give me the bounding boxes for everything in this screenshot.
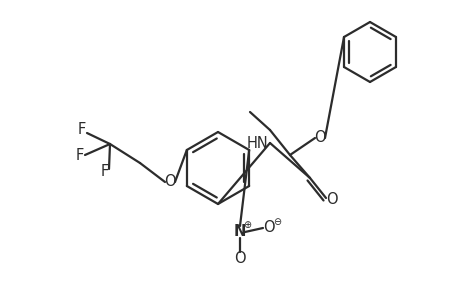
Text: F: F <box>76 148 84 163</box>
Text: F: F <box>78 122 86 137</box>
Text: O: O <box>313 130 325 146</box>
Text: ⊖: ⊖ <box>272 217 280 227</box>
Text: O: O <box>263 220 274 236</box>
Text: O: O <box>234 251 245 266</box>
Text: ⊕: ⊕ <box>242 220 251 230</box>
Text: N: N <box>233 224 246 239</box>
Text: F: F <box>101 164 109 179</box>
Text: HN: HN <box>246 136 269 151</box>
Text: O: O <box>164 175 175 190</box>
Text: O: O <box>325 193 337 208</box>
